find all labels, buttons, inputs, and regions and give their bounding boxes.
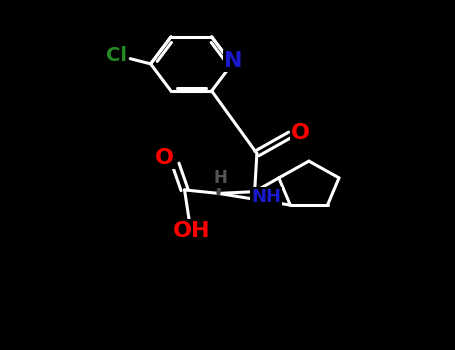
Text: NH: NH — [251, 188, 281, 206]
Text: H: H — [214, 169, 228, 187]
Text: N: N — [224, 51, 242, 71]
Text: Cl: Cl — [106, 46, 127, 65]
Text: O: O — [155, 148, 174, 168]
Text: O: O — [291, 122, 310, 142]
Text: OH: OH — [172, 220, 210, 240]
